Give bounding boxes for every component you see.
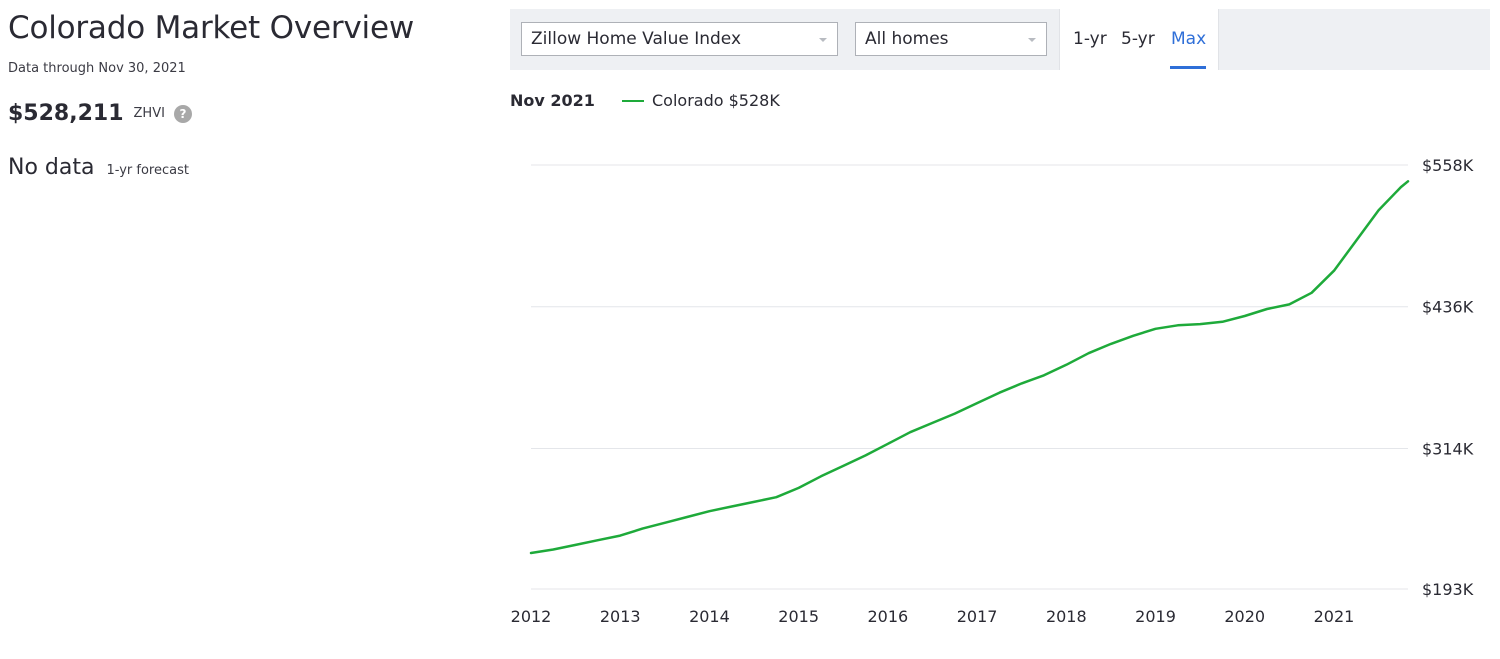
x-tick-label: 2017	[957, 607, 998, 626]
home-type-select-value: All homes	[865, 29, 949, 49]
help-icon[interactable]: ?	[173, 104, 192, 123]
chevron-down-icon	[819, 38, 827, 42]
zhvi-label: ZHVI	[133, 106, 165, 121]
range-tab-5yr[interactable]: 5-yr	[1121, 29, 1155, 49]
x-tick-label: 2012	[511, 607, 552, 626]
range-tabs: 1-yr 5-yr Max	[1059, 9, 1219, 70]
x-tick-label: 2016	[868, 607, 909, 626]
x-tick-label: 2018	[1046, 607, 1087, 626]
page-title: Colorado Market Overview	[8, 10, 414, 46]
chart-toolbar: Zillow Home Value Index All homes 1-yr 5…	[510, 9, 1490, 70]
legend-swatch	[622, 99, 644, 102]
metric-select[interactable]: Zillow Home Value Index	[521, 22, 838, 56]
forecast-value: No data	[8, 155, 95, 180]
y-tick-label: $558K	[1422, 156, 1474, 175]
home-type-select[interactable]: All homes	[855, 22, 1047, 56]
y-tick-label: $314K	[1422, 439, 1474, 458]
data-through-date: Data through Nov 30, 2021	[8, 61, 186, 76]
active-tab-indicator	[1170, 66, 1206, 69]
legend-date: Nov 2021	[510, 91, 595, 110]
series-line-colorado[interactable]	[529, 180, 1410, 555]
y-tick-label: $436K	[1422, 298, 1474, 317]
x-tick-label: 2014	[689, 607, 730, 626]
x-tick-label: 2015	[778, 607, 819, 626]
x-tick-label: 2021	[1314, 607, 1355, 626]
x-tick-label: 2020	[1224, 607, 1265, 626]
forecast-label: 1-yr forecast	[106, 163, 189, 178]
zhvi-value: $528,211	[8, 101, 124, 126]
range-tab-1yr[interactable]: 1-yr	[1073, 29, 1107, 49]
chevron-down-icon	[1028, 38, 1036, 42]
legend-item[interactable]: Colorado $528K	[622, 91, 780, 110]
forecast-row: No data 1-yr forecast	[8, 155, 189, 180]
metric-select-value: Zillow Home Value Index	[531, 29, 742, 49]
zhvi-value-row: $528,211 ZHVI ?	[8, 101, 192, 126]
legend-series-label: Colorado $528K	[652, 91, 780, 110]
x-tick-label: 2019	[1135, 607, 1176, 626]
y-tick-label: $193K	[1422, 580, 1474, 599]
x-tick-label: 2013	[600, 607, 641, 626]
range-tab-max[interactable]: Max	[1171, 29, 1207, 49]
